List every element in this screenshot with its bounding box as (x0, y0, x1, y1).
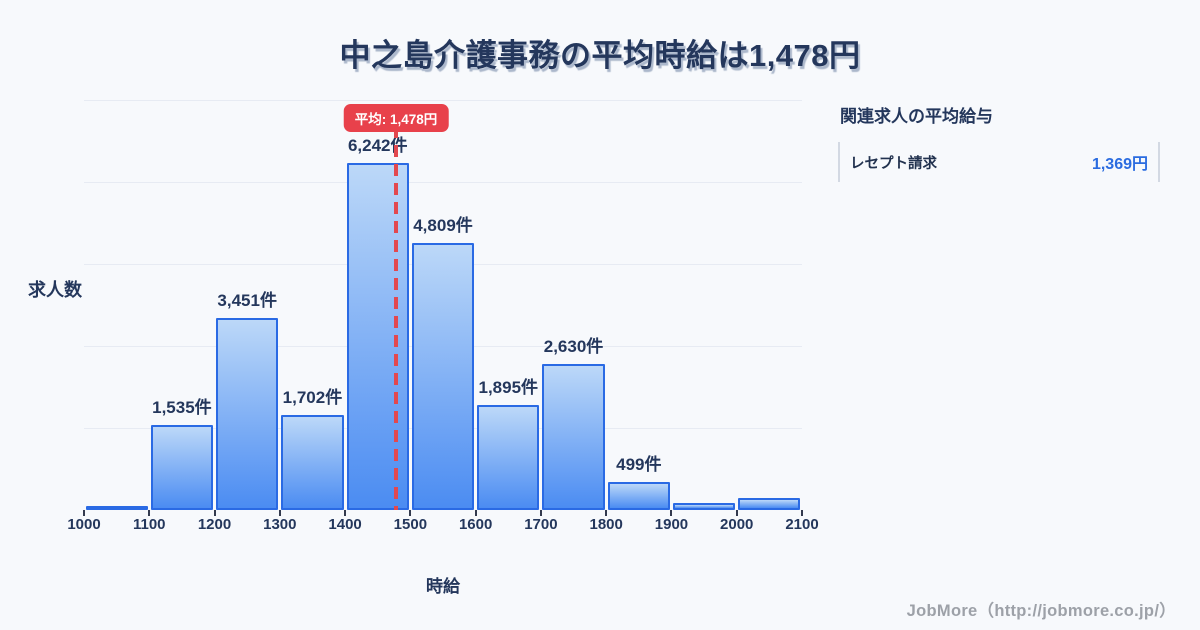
bar-value-label: 1,702件 (282, 388, 343, 408)
bar-value-label: 3,451件 (217, 291, 277, 311)
x-tick-label: 1100 (132, 516, 166, 533)
x-tick-label: 1200 (197, 516, 232, 533)
x-axis-label: 時給 (426, 577, 460, 596)
x-tick-label: 1300 (263, 516, 297, 533)
bar-value-label: 4,809件 (413, 215, 473, 235)
average-badge: 平均: 1,478円 (343, 104, 449, 132)
x-tick-label: 1900 (654, 516, 689, 533)
x-axis-tick (278, 510, 281, 516)
histogram-bar (542, 363, 605, 510)
bar-value-label: 2,630件 (543, 336, 604, 356)
gridline (84, 100, 802, 101)
related-job-row: レセプト請求 1,369円 (838, 142, 1160, 182)
histogram-bar (346, 163, 409, 510)
x-tick-label: 1700 (524, 516, 558, 533)
x-axis-tick (539, 510, 542, 516)
plot-area: 1,535件 3,451件 1,702件 6,242件 4,809件 1,895件 2,63… (67, 100, 819, 533)
footer-credit: JobMore（http://jobmore.co.jp/） (906, 602, 1176, 620)
bar-value-label: 499件 (616, 455, 662, 475)
x-axis-tick (474, 510, 477, 516)
histogram-bar (85, 506, 148, 510)
x-tick-label: 1600 (458, 516, 493, 533)
x-axis-tick (801, 510, 803, 516)
x-tick-label: 2000 (720, 516, 754, 533)
histogram-bar (672, 503, 736, 510)
histogram-bar (607, 482, 670, 510)
x-axis-tick (83, 510, 85, 516)
gridline (84, 182, 802, 183)
x-axis-tick (735, 510, 738, 516)
x-axis-tick (148, 510, 151, 516)
y-axis-label: 求人数 (28, 280, 82, 300)
bar-value-label: 6,242件 (347, 136, 408, 155)
histogram-bar (738, 498, 801, 510)
x-axis-tick (409, 510, 412, 516)
x-axis-tick (344, 510, 347, 516)
histogram-bar (477, 404, 540, 510)
histogram-bar (281, 415, 344, 510)
x-tick-label: 1800 (589, 516, 623, 533)
histogram-bar (411, 242, 475, 510)
average-line (394, 126, 398, 510)
bar-value-label: 1,535件 (152, 397, 212, 417)
related-jobs-heading: 関連求人の平均給与 (840, 107, 993, 126)
histogram-bar (216, 318, 279, 510)
page-title: 中之島介護事務の平均時給は1,478円 (339, 38, 861, 73)
related-job-label: レセプト請求 (850, 155, 937, 172)
x-axis-tick (670, 510, 673, 516)
histogram-bar (150, 424, 214, 510)
x-axis-tick (213, 510, 216, 516)
x-tick-label: 2100 (785, 516, 819, 533)
x-tick-label: 1000 (67, 516, 101, 533)
x-tick-label: 1400 (328, 516, 362, 533)
related-job-value: 1,369円 (1091, 156, 1148, 173)
x-axis-tick (605, 510, 608, 516)
x-tick-label: 1500 (393, 516, 428, 533)
bar-value-label: 1,895件 (478, 377, 539, 397)
